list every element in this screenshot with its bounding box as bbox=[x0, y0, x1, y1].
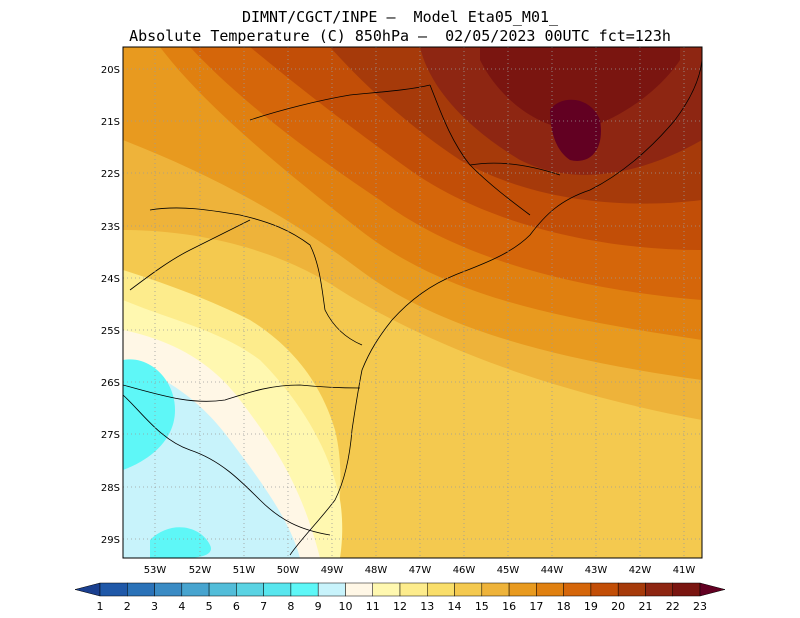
lat-label: 22S bbox=[101, 169, 120, 180]
colorbar-swatch bbox=[317, 582, 346, 597]
lon-label: 41W bbox=[673, 565, 696, 576]
colorbar-swatch bbox=[236, 582, 264, 597]
colorbar-label: 6 bbox=[233, 600, 240, 613]
colorbar-swatch bbox=[154, 582, 183, 597]
lon-label: 47W bbox=[409, 565, 432, 576]
colorbar-label: 21 bbox=[638, 600, 652, 613]
longitude-labels: 53W 52W 51W 50W 49W 48W 47W 46W 45W 44W … bbox=[144, 565, 696, 576]
colorbar-swatch bbox=[454, 582, 483, 597]
lat-label: 23S bbox=[101, 222, 120, 233]
lat-label: 26S bbox=[101, 378, 120, 389]
lon-label: 46W bbox=[453, 565, 476, 576]
colorbar-label: 3 bbox=[151, 600, 158, 613]
colorbar-swatch bbox=[427, 582, 455, 597]
colorbar-swatch bbox=[399, 582, 428, 597]
lat-label: 20S bbox=[101, 65, 120, 76]
colorbar-label: 5 bbox=[206, 600, 213, 613]
colorbar-label: 1 bbox=[97, 600, 104, 613]
colorbar-swatch bbox=[263, 582, 292, 597]
lon-label: 43W bbox=[585, 565, 608, 576]
colorbar-swatch bbox=[672, 582, 701, 597]
colorbar-label: 22 bbox=[666, 600, 680, 613]
lon-label: 48W bbox=[365, 565, 388, 576]
lat-label: 21S bbox=[101, 117, 120, 128]
colorbar-swatch bbox=[645, 582, 673, 597]
colorbar: 1 2 3 4 5 6 7 8 9 10 11 12 13 14 15 16 17 18 19 20 21 22 23 bbox=[74, 582, 726, 613]
lat-label: 28S bbox=[101, 483, 120, 494]
lon-label: 42W bbox=[629, 565, 652, 576]
colorbar-label: 4 bbox=[178, 600, 185, 613]
colorbar-label: 7 bbox=[260, 600, 267, 613]
colorbar-label: 16 bbox=[502, 600, 516, 613]
colorbar-label: 14 bbox=[448, 600, 462, 613]
colorbar-label: 15 bbox=[475, 600, 489, 613]
lon-label: 50W bbox=[277, 565, 300, 576]
title-line-2: Absolute Temperature (C) 850hPa – 02/05/… bbox=[129, 27, 671, 45]
colorbar-swatch bbox=[181, 582, 210, 597]
title-line-1: DIMNT/CGCT/INPE – Model Eta05_M01_ bbox=[241, 8, 559, 26]
colorbar-label: 17 bbox=[529, 600, 543, 613]
lon-label: 52W bbox=[189, 565, 212, 576]
colorbar-arrow-high bbox=[699, 582, 726, 597]
coastline-and-borders bbox=[123, 59, 702, 556]
colorbar-label: 20 bbox=[611, 600, 625, 613]
lon-label: 53W bbox=[144, 565, 167, 576]
lon-label: 51W bbox=[233, 565, 256, 576]
colorbar-swatch bbox=[508, 582, 537, 597]
colorbar-swatch bbox=[345, 582, 373, 597]
lat-label: 29S bbox=[101, 535, 120, 546]
colorbar-label: 19 bbox=[584, 600, 598, 613]
colorbar-swatch bbox=[372, 582, 401, 597]
lat-label: 24S bbox=[101, 274, 120, 285]
colorbar-label: 13 bbox=[420, 600, 434, 613]
graticule bbox=[123, 47, 702, 558]
colorbar-swatch bbox=[208, 582, 237, 597]
colorbar-label: 11 bbox=[366, 600, 380, 613]
colorbar-label: 12 bbox=[393, 600, 407, 613]
plot-frame bbox=[122, 46, 703, 559]
colorbar-label: 10 bbox=[338, 600, 352, 613]
lon-label: 44W bbox=[541, 565, 564, 576]
lat-label: 27S bbox=[101, 430, 120, 441]
colorbar-label: 18 bbox=[557, 600, 571, 613]
lon-label: 49W bbox=[321, 565, 344, 576]
colorbar-swatch bbox=[127, 582, 155, 597]
colorbar-swatch bbox=[617, 582, 646, 597]
colorbar-label: 2 bbox=[124, 600, 131, 613]
colorbar-swatch bbox=[290, 582, 319, 597]
colorbar-label: 9 bbox=[315, 600, 322, 613]
temperature-field bbox=[123, 47, 702, 558]
lon-label: 45W bbox=[497, 565, 520, 576]
colorbar-swatch bbox=[481, 582, 510, 597]
colorbar-label: 8 bbox=[287, 600, 294, 613]
colorbar-swatch bbox=[563, 582, 592, 597]
colorbar-arrow-low bbox=[74, 582, 101, 597]
colorbar-swatch bbox=[590, 582, 619, 597]
latitude-labels: 20S 21S 22S 23S 24S 25S 26S 27S 28S 29S bbox=[101, 65, 120, 546]
lat-label: 25S bbox=[101, 326, 120, 337]
colorbar-swatch bbox=[99, 582, 128, 597]
colorbar-swatch bbox=[536, 582, 564, 597]
colorbar-label: 23 bbox=[693, 600, 707, 613]
